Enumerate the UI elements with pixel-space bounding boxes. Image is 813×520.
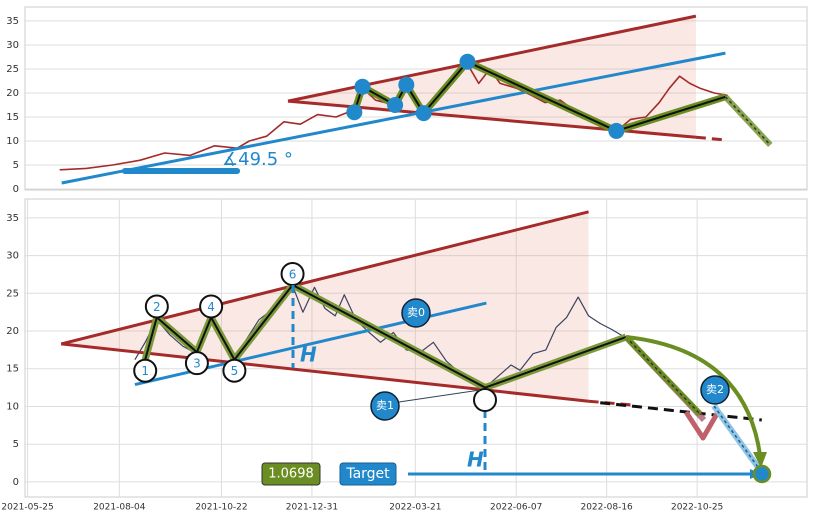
y-tick-label: 20 [6, 88, 19, 99]
arrow-head [753, 452, 767, 468]
pattern-circle [133, 358, 158, 383]
x-tick-label: 2022-10-25 [671, 503, 723, 513]
pattern-label: 1 [141, 364, 149, 378]
pattern-circle [199, 294, 224, 319]
x-tick-label: 2022-08-16 [580, 503, 633, 513]
y-tick-label: 5 [13, 160, 19, 171]
pattern-label: 2 [153, 300, 161, 314]
pattern-label: 6 [289, 268, 297, 282]
projection [683, 410, 721, 441]
y-tick-label: 15 [6, 364, 19, 375]
pattern-circle [473, 388, 497, 412]
y-tick-label: 20 [6, 326, 19, 337]
h-label: H [300, 343, 317, 367]
y-tick-label: 35 [6, 16, 19, 27]
triangle-upper [60, 210, 589, 346]
target-value: 1.0698 [268, 467, 314, 482]
projection [724, 96, 771, 146]
x-tick-label: 2022-03-21 [389, 503, 441, 513]
y-tick-label: 5 [13, 439, 19, 450]
sell-badge [700, 375, 730, 405]
pivot [459, 53, 476, 70]
pattern-circle [144, 294, 169, 319]
x-tick-label: 2021-05-25 [1, 503, 53, 513]
pattern-label: 5 [231, 364, 239, 378]
x-tick-label: 2022-06-07 [490, 503, 542, 513]
y-tick-label: 25 [6, 288, 19, 299]
y-tick-label: 10 [6, 401, 19, 412]
x-tick-label: 2021-10-22 [195, 503, 247, 513]
pivot [354, 78, 371, 95]
pattern-circle [184, 351, 209, 376]
y-tick-label: 30 [6, 40, 19, 51]
target-dot [752, 464, 772, 484]
pivot [608, 122, 625, 139]
sell-label: 卖1 [376, 399, 394, 412]
zigzag-core [144, 284, 627, 389]
sell-badge [401, 298, 431, 328]
pattern-label: 4 [207, 300, 215, 314]
y-tick-label: 30 [6, 251, 19, 262]
y-tick-label: 0 [13, 184, 19, 195]
y-tick-label: 15 [6, 112, 19, 123]
sell-label: 卖2 [706, 383, 724, 396]
value-box [261, 462, 321, 486]
h-label: H [467, 448, 484, 472]
pattern-circle [222, 358, 247, 383]
pattern-label: 3 [193, 357, 201, 371]
y-tick-label: 0 [13, 477, 19, 488]
pivot [346, 104, 363, 121]
connector [398, 389, 481, 403]
y-tick-label: 35 [6, 213, 19, 224]
projection [623, 334, 703, 417]
trend-line [61, 51, 726, 185]
sell-label: 卖0 [407, 306, 425, 319]
target-box [339, 462, 397, 486]
projection [713, 405, 761, 471]
trend-line [695, 135, 726, 142]
angle-label: ∡49.5 ° [222, 149, 293, 170]
x-tick-label: 2021-12-31 [286, 503, 338, 513]
pivot [415, 105, 432, 122]
annotation-layer: ∡49.5 ° H H 1.0698 Target 卖0 卖1 卖2 [222, 149, 772, 486]
target-label: Target [345, 466, 390, 482]
sell-badge [370, 391, 400, 421]
y-tick-label: 25 [6, 64, 19, 75]
trend-line [600, 401, 762, 422]
curved-arrow [625, 335, 762, 456]
y-tick-label: 10 [6, 136, 19, 147]
pivot [398, 76, 415, 93]
pivot [387, 96, 404, 113]
x-tick-label: 2021-08-04 [93, 503, 146, 513]
